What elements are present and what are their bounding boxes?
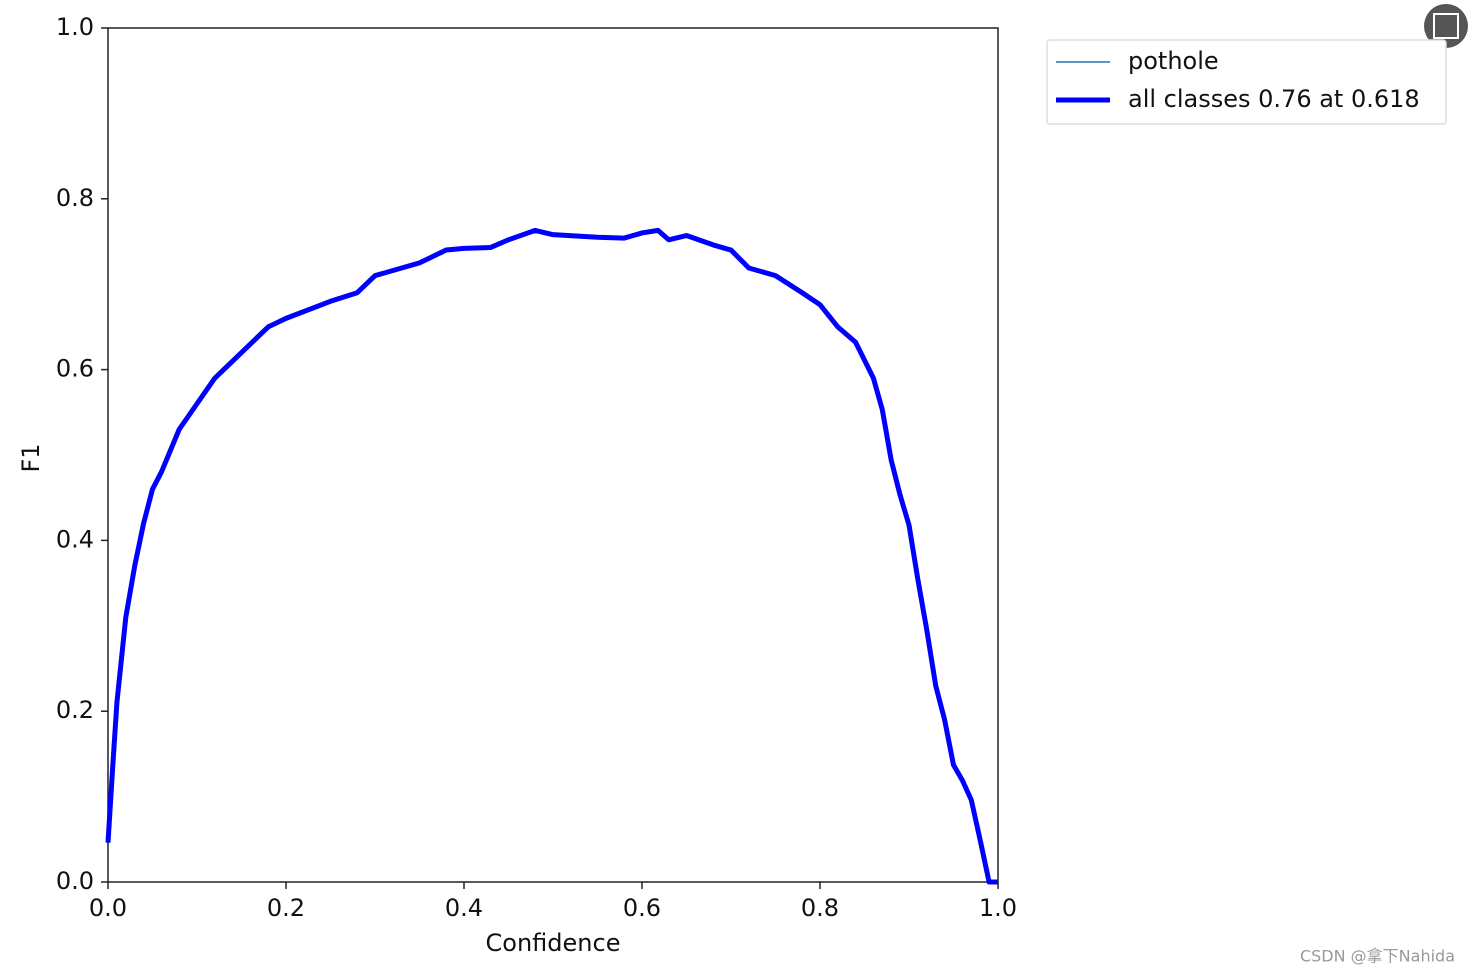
- x-tick-label: 0.0: [89, 894, 127, 922]
- y-tick-label: 0.8: [56, 184, 94, 212]
- x-tick-label: 0.6: [623, 894, 661, 922]
- series-line: [105, 227, 998, 885]
- legend-box: [1046, 39, 1447, 125]
- x-axis-label: Confidence: [486, 929, 621, 957]
- y-tick-label: 0.4: [56, 525, 94, 553]
- series-line: [107, 229, 998, 883]
- y-tick-label: 0.0: [56, 867, 94, 895]
- x-tick-label: 0.4: [445, 894, 483, 922]
- y-tick-label: 1.0: [56, 13, 94, 41]
- y-tick-label: 0.2: [56, 696, 94, 724]
- x-tick-label: 0.8: [801, 894, 839, 922]
- legend-label: all classes 0.76 at 0.618: [1128, 85, 1420, 113]
- watermark: CSDN @拿下Nahida: [1300, 947, 1455, 966]
- legend-label: pothole: [1128, 47, 1219, 75]
- y-tick-label: 0.6: [56, 355, 94, 383]
- x-tick-label: 0.2: [267, 894, 305, 922]
- translate-icon-frame: [1433, 13, 1459, 39]
- y-axis-label: F1: [17, 443, 45, 472]
- plot-frame: [107, 27, 999, 883]
- x-tick-label: 1.0: [979, 894, 1017, 922]
